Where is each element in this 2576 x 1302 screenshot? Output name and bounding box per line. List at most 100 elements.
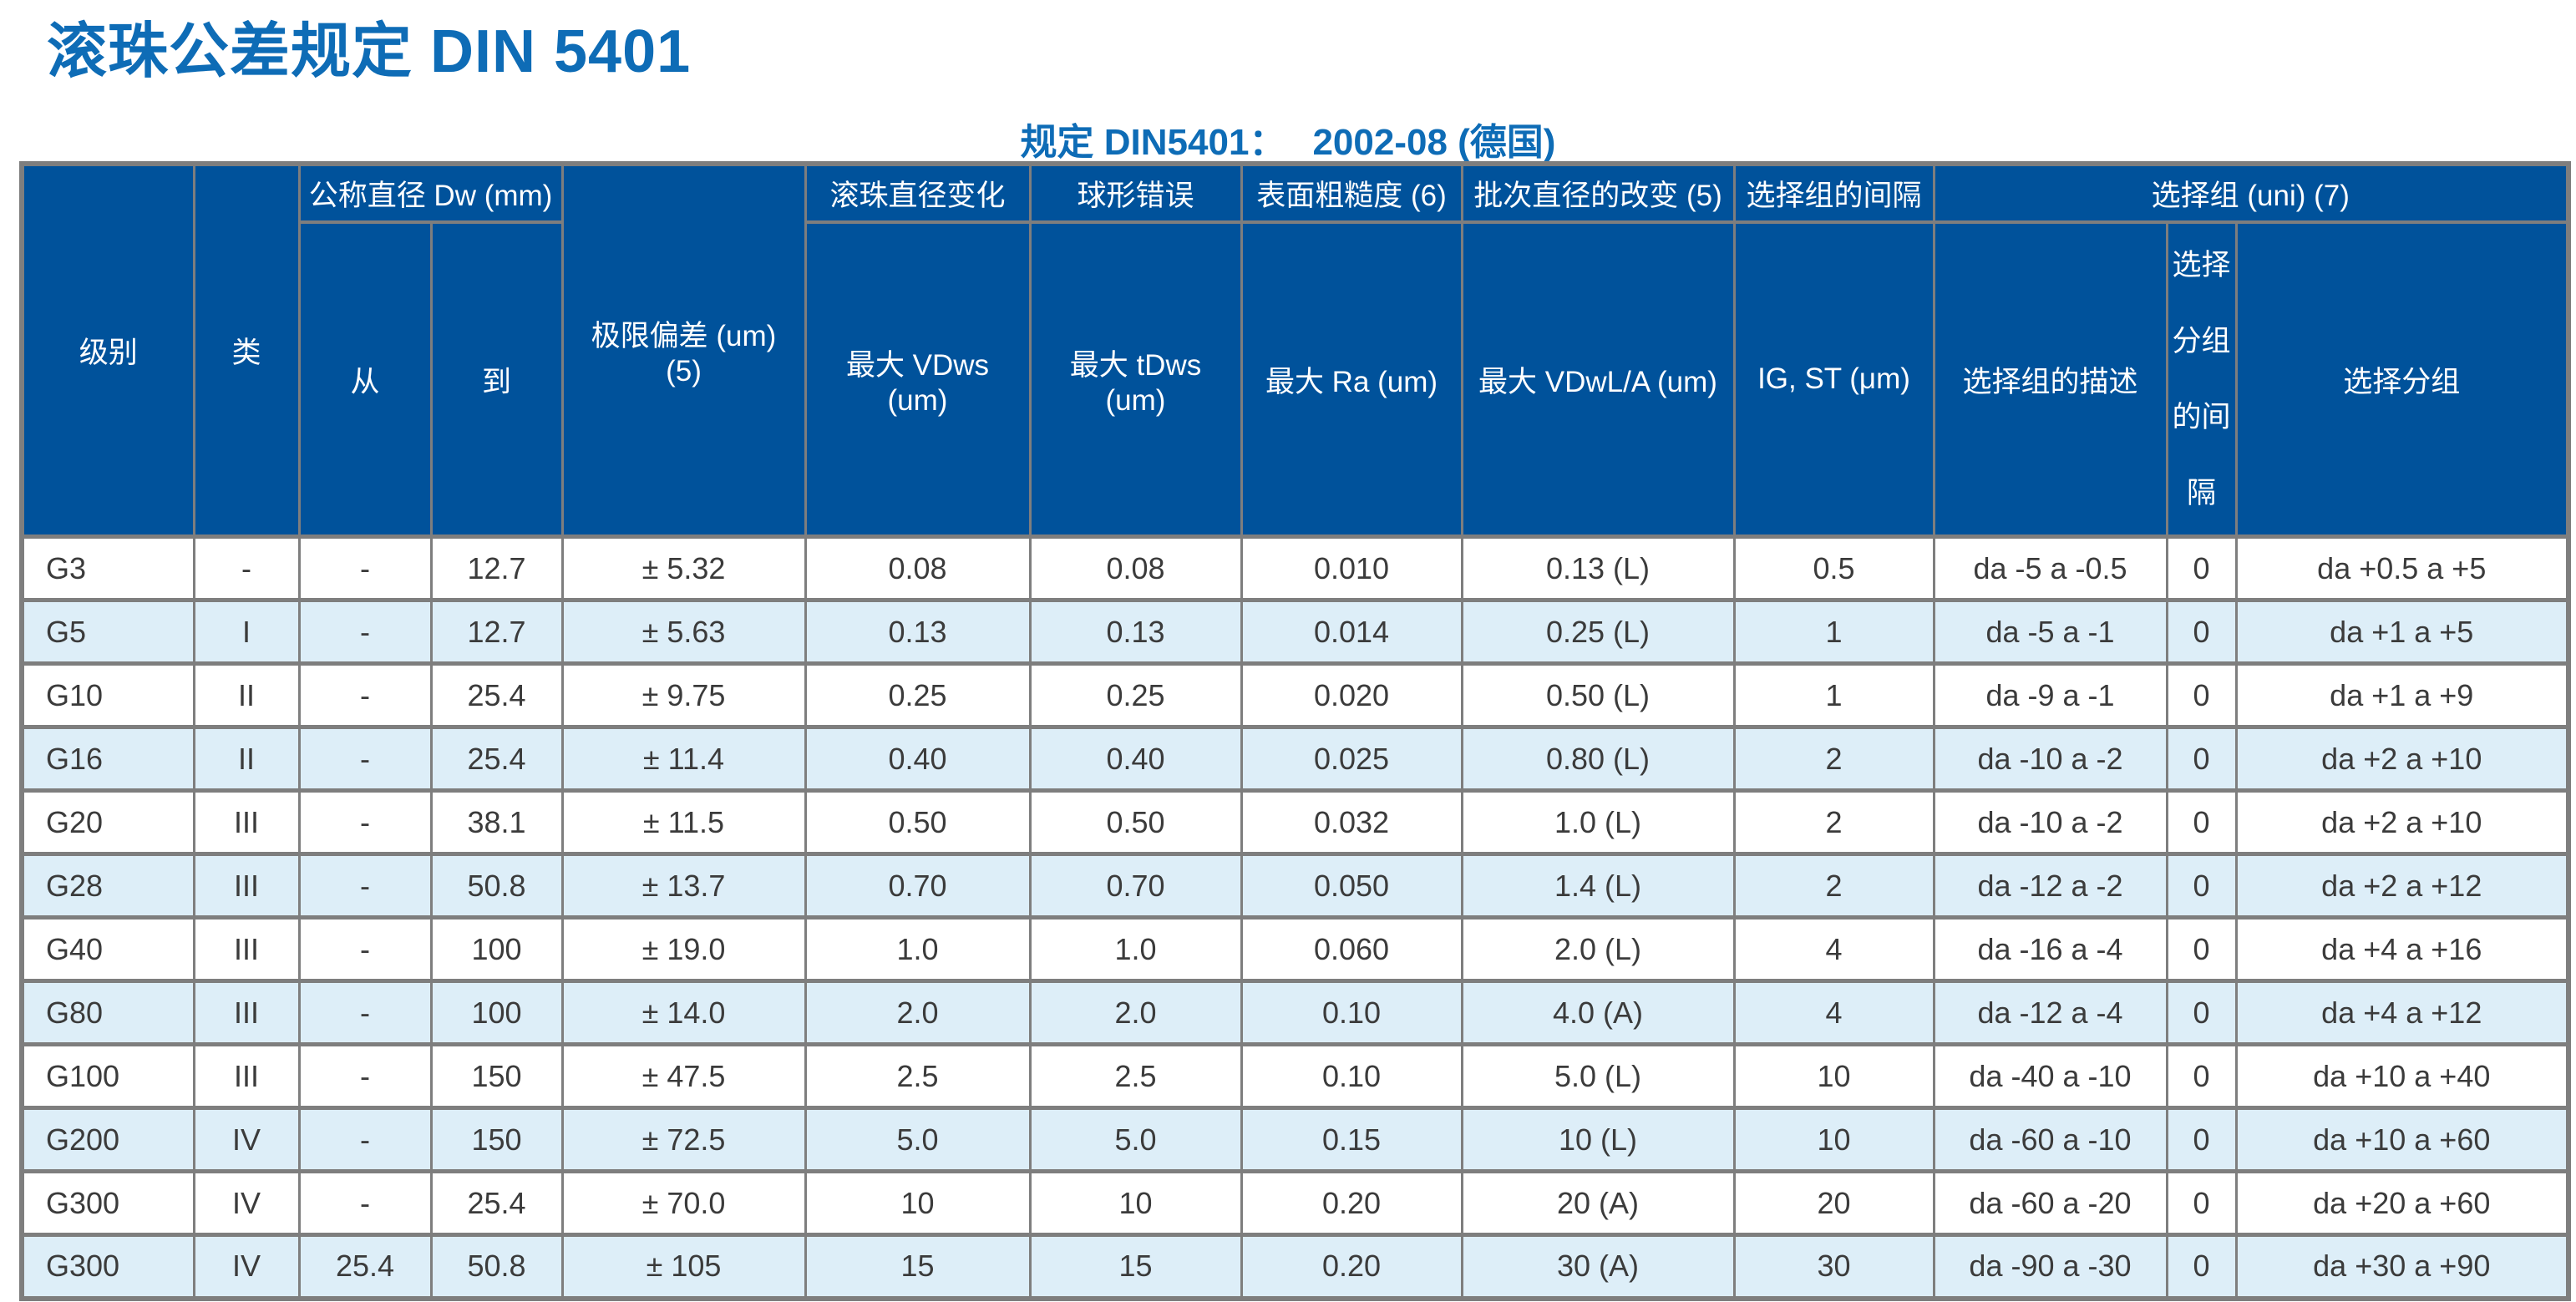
header-level: 级别 [20, 162, 195, 538]
table-cell: 1 [1732, 661, 1935, 728]
table-cell: 1.0 [1028, 915, 1243, 982]
table-cell: 5.0 [1028, 1106, 1243, 1173]
table-cell: 4 [1732, 979, 1935, 1046]
cell-level: G20 [20, 788, 195, 855]
table-cell: 0 [2165, 725, 2238, 792]
table-cell: 1.0 [804, 915, 1032, 982]
table-cell: IV [192, 1233, 301, 1299]
table-cell: da -10 a -2 [1932, 725, 2168, 792]
table-row: G5 I -12.7 ± 5.63 0.13 0.13 0.014 0.25 (L) 1 da -… [20, 598, 2570, 665]
table-cell: 1.0 (L) [1460, 788, 1736, 855]
cell-level: G300 [20, 1233, 195, 1299]
table-cell: 0.13 (L) [1460, 534, 1736, 601]
table-cell: 0.13 [1028, 598, 1243, 665]
table-cell: 10 [1732, 1106, 1935, 1173]
table-cell: da -10 a -2 [1932, 788, 2168, 855]
table-cell: 2 [1732, 788, 1935, 855]
table-cell: 2.5 [1028, 1042, 1243, 1109]
cell-level: G200 [20, 1106, 195, 1173]
table-cell: 0.13 [804, 598, 1032, 665]
table-cell: 1 [1732, 598, 1935, 665]
table-cell: 20 (A) [1460, 1169, 1736, 1236]
table-cell: da +10 a +40 [2234, 1042, 2570, 1109]
table-cell: 15 [1028, 1233, 1243, 1299]
table-cell: 4 [1732, 915, 1935, 982]
table-cell: ± 72.5 [560, 1106, 807, 1173]
table-cell: 0.80 (L) [1460, 725, 1736, 792]
table-cell: 10 [1732, 1042, 1935, 1109]
table-cell: - [297, 661, 433, 728]
tolerance-table: 级别 类 公称直径 Dw (mm) 极限偏差 (um) (5) 滚珠直径变化 球… [19, 161, 2572, 1301]
table-cell: 0.10 [1240, 1042, 1463, 1109]
spec-subtitle-value: 2002-08 (德国) [1312, 122, 1556, 163]
table-cell: III [192, 979, 301, 1046]
table-cell: 0.15 [1240, 1106, 1463, 1173]
table-cell: da -12 a -2 [1932, 852, 2168, 919]
table-row: G100 III -150 ± 47.5 2.5 2.5 0.10 5.0 (L) 10 da -… [20, 1042, 2570, 1109]
spec-subtitle-label: 规定 DIN5401： [1020, 122, 1286, 163]
table-cell: 0.08 [804, 534, 1032, 601]
table-cell: III [192, 788, 301, 855]
header-row-groups: 级别 类 公称直径 Dw (mm) 极限偏差 (um) (5) 滚珠直径变化 球… [20, 162, 2570, 538]
header-selection-group-description: 选择组的描述 [1932, 220, 2168, 538]
table-cell: ± 11.5 [560, 788, 807, 855]
table-cell: III [192, 1042, 301, 1109]
table-cell: 0.010 [1240, 534, 1463, 601]
table-row: G20 III -38.1 ± 11.5 0.50 0.50 0.032 1.0 (L) 2 da… [20, 788, 2570, 855]
table-cell: da -9 a -1 [1932, 661, 2168, 728]
table-cell: ± 19.0 [560, 915, 807, 982]
table-cell: ± 9.75 [560, 661, 807, 728]
table-cell: ± 14.0 [560, 979, 807, 1046]
table-cell: 0.014 [1240, 598, 1463, 665]
header-spherical-error: 球形错误 [1028, 162, 1243, 224]
table-cell: 5.0 (L) [1460, 1042, 1736, 1109]
cell-level: G3 [20, 534, 195, 601]
table-cell: da +4 a +12 [2234, 979, 2570, 1046]
table-cell: da +30 a +90 [2234, 1233, 2570, 1299]
table-row: G300 IV -25.4 ± 70.0 10 10 0.20 20 (A) 20 da -60 … [20, 1169, 2570, 1236]
table-cell: 0.5 [1732, 534, 1935, 601]
header-selection-group: 选择组 (uni) (7) [1932, 162, 2570, 224]
table-cell: 0.10 [1240, 979, 1463, 1046]
header-selection-subgroup: 选择分组 [2234, 220, 2570, 538]
table-cell: 0 [2165, 598, 2238, 665]
table-cell: da +20 a +60 [2234, 1169, 2570, 1236]
table-cell: 100 [429, 979, 564, 1046]
table-cell: ± 11.4 [560, 725, 807, 792]
table-cell: 50.8 [429, 1233, 564, 1299]
table-cell: da +10 a +60 [2234, 1106, 2570, 1173]
table-cell: - [297, 915, 433, 982]
table-cell: - [297, 852, 433, 919]
cell-level: G80 [20, 979, 195, 1046]
table-cell: 25.4 [429, 725, 564, 792]
table-cell: - [297, 1106, 433, 1173]
table-row: G3- -12.7 ± 5.32 0.08 0.08 0.010 0.13 (L) 0.5 da… [20, 534, 2570, 601]
table-cell: 0.40 [804, 725, 1032, 792]
table-cell: 10 [804, 1169, 1032, 1236]
table-cell: da +2 a +10 [2234, 788, 2570, 855]
cell-level: G10 [20, 661, 195, 728]
table-cell: da +1 a +9 [2234, 661, 2570, 728]
header-ball-diameter-variation: 滚珠直径变化 [804, 162, 1032, 224]
table-cell: III [192, 915, 301, 982]
table-cell: 2.0 (L) [1460, 915, 1736, 982]
table-cell: 0.020 [1240, 661, 1463, 728]
table-cell: 0 [2165, 661, 2238, 728]
header-max-ra: 最大 Ra (um) [1240, 220, 1463, 538]
table-cell: II [192, 661, 301, 728]
table-cell: 0.032 [1240, 788, 1463, 855]
table-cell: da -5 a -0.5 [1932, 534, 2168, 601]
table-cell: 0 [2165, 915, 2238, 982]
table-cell: 0 [2165, 1169, 2238, 1236]
cell-level: G40 [20, 915, 195, 982]
table-cell: III [192, 852, 301, 919]
table-cell: - [297, 1042, 433, 1109]
table-cell: 0.25 [804, 661, 1032, 728]
table-cell: 10 (L) [1460, 1106, 1736, 1173]
table-row: G28 III -50.8 ± 13.7 0.70 0.70 0.050 1.4 (L) 2 da… [20, 852, 2570, 919]
header-max-vdws: 最大 VDws (um) [804, 220, 1032, 538]
table-cell: - [297, 598, 433, 665]
table-cell: 0 [2165, 1106, 2238, 1173]
header-limit-deviation: 极限偏差 (um) (5) [560, 162, 807, 538]
table-cell: ± 13.7 [560, 852, 807, 919]
